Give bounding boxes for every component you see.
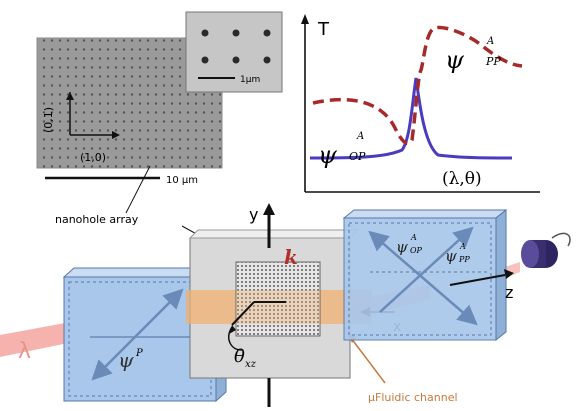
sample-top (188, 229, 360, 239)
axis-y-arrow-icon (263, 203, 275, 215)
out-pp-psi: ψ (445, 247, 457, 265)
wavevector-label: k (284, 245, 298, 269)
theta-label: θ (234, 346, 245, 367)
label-pp-sub: PP (485, 55, 501, 68)
plot-y-label: T (317, 19, 330, 40)
input-pol-psi: ψ (118, 348, 134, 372)
inset-holes (201, 29, 271, 64)
callout-line-sem (125, 165, 151, 214)
lattice-arrow-right-icon (112, 131, 120, 139)
axis-z-arrow-icon (504, 269, 514, 279)
nanohole-array (235, 261, 321, 337)
label-op-sub: OP (349, 150, 366, 163)
axis-z (449, 274, 506, 286)
label-pp-psi: ψ (445, 46, 465, 74)
input-wavelength-label: λ (18, 339, 31, 364)
analyzer-top (342, 209, 508, 219)
out-pp-sub: PP (458, 255, 470, 264)
sem-micrograph: (0,1) (1,0) 10 μm 1μm (36, 11, 283, 186)
callout-nanohole-array: nanohole array (55, 213, 139, 226)
axis-z-label: z (505, 283, 513, 302)
coord-label-top: (0,1) (42, 107, 55, 133)
callout-fluidic-channel: μFluidic channel (368, 391, 458, 404)
label-pp-sup: A (486, 36, 494, 47)
label-op-psi: ψ (318, 141, 338, 169)
label-op-sup: A (356, 131, 364, 142)
callout-line-channel (347, 333, 386, 384)
curve-pp (312, 25, 523, 146)
axis-y-label: y (249, 205, 258, 224)
scalebar-inset-label: 1μm (240, 75, 260, 85)
out-op-psi: ψ (396, 238, 408, 256)
theta-arrow-icon (229, 325, 236, 334)
lattice-arrow-up-icon (66, 92, 74, 100)
analyzer-frame (348, 222, 492, 336)
coord-label-bottom: (1,0) (80, 151, 106, 164)
out-op-sub: OP (410, 246, 423, 255)
analyzer-op-arrow (368, 230, 478, 326)
scalebar-main-label: 10 μm (166, 175, 198, 186)
curve-op (309, 77, 513, 160)
input-pol-sup: P (135, 348, 143, 359)
out-pp-sup: A (459, 242, 466, 251)
input-polarization-arrow (91, 288, 184, 381)
sem-inset (185, 11, 283, 93)
theta-sub: xz (245, 359, 257, 370)
detector-icon (521, 232, 571, 268)
analyzer-pp-arrow (379, 226, 474, 313)
out-op-sup: A (410, 233, 417, 242)
transmission-plot: T (λ,θ) ψ A PP ψ A OP (301, 14, 540, 193)
plot-x-label: (λ,θ) (442, 169, 482, 189)
plot-y-arrow-icon (301, 14, 309, 24)
k-in-plane-arrow (231, 301, 255, 326)
schematic: λ ψ P y x k θ xz (0, 203, 571, 407)
